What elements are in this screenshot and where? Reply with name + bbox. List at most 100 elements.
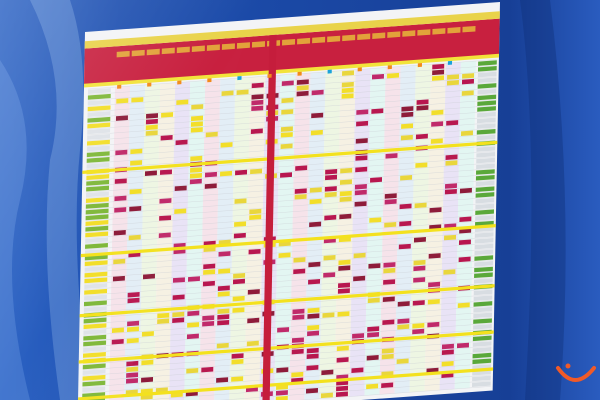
schedule-cell	[295, 165, 308, 171]
schedule-cell	[216, 377, 229, 383]
schedule-cell	[251, 94, 264, 100]
row-label-right	[474, 266, 493, 273]
schedule-cell	[447, 74, 460, 80]
schedule-cell	[337, 311, 350, 317]
row-label-right	[474, 260, 494, 267]
schedule-cell	[294, 188, 307, 194]
schedule-cell	[293, 268, 306, 275]
schedule-cell	[203, 269, 216, 275]
schedule-cell	[429, 207, 442, 213]
schedule-cell	[341, 93, 354, 99]
schedule-cell	[341, 81, 354, 88]
schedule-cell	[338, 259, 351, 266]
row-label-right	[476, 129, 496, 135]
schedule-cell	[336, 385, 349, 392]
row-line	[82, 357, 492, 388]
schedule-cell	[280, 172, 293, 178]
header-cell	[387, 31, 401, 38]
accent	[297, 71, 302, 76]
schedule-cell	[397, 318, 410, 324]
schedule-cell	[354, 201, 367, 207]
schedule-cell	[218, 268, 231, 274]
schedule-cell	[234, 198, 247, 204]
schedule-cell	[384, 199, 397, 205]
schedule-cell	[233, 272, 246, 279]
row-label-right	[478, 60, 497, 66]
row-label-right	[477, 88, 497, 95]
header-cell	[251, 41, 266, 48]
schedule-cell	[275, 390, 288, 396]
schedule-cell	[461, 90, 474, 96]
schedule-cell	[387, 72, 400, 79]
schedule-cell	[307, 330, 320, 337]
schedule-cell	[231, 353, 244, 359]
accent	[447, 60, 453, 65]
schedule-cell	[352, 333, 365, 339]
row-label-right	[475, 180, 495, 187]
schedule-cell	[385, 153, 398, 159]
row-label-right	[473, 289, 493, 296]
row-label-right	[472, 335, 492, 342]
schedule-cell	[236, 89, 249, 95]
schedule-cell	[141, 359, 154, 366]
schedule-cell	[280, 126, 293, 132]
schedule-cell	[203, 263, 216, 270]
row-label-right	[473, 324, 492, 330]
schedule-cell	[400, 134, 413, 141]
schedule-cell	[187, 310, 200, 317]
schedule-cell	[444, 234, 457, 241]
schedule-cell	[251, 82, 264, 89]
row-label-right	[476, 123, 496, 129]
schedule-cell	[366, 354, 379, 361]
schedule-cell	[325, 168, 338, 175]
schedule-cell	[339, 179, 352, 185]
row-label-right	[477, 71, 497, 78]
schedule-cell	[458, 256, 471, 263]
schedule-cell	[462, 73, 475, 79]
schedule-cell	[339, 213, 352, 220]
schedule-cell	[412, 300, 425, 306]
schedule-cell	[457, 302, 470, 309]
schedule-cell	[277, 327, 290, 333]
row-label-right	[477, 83, 497, 89]
row-label-right	[474, 232, 494, 238]
header-cell	[462, 25, 476, 33]
schedule-cell	[246, 340, 259, 347]
row-line	[82, 351, 492, 382]
row-label-right	[472, 358, 492, 365]
row-label-right	[473, 278, 493, 284]
schedule-cell	[296, 79, 309, 85]
yellow-separator	[79, 284, 495, 318]
schedule-cell	[415, 162, 428, 168]
schedule-cell	[369, 217, 382, 223]
schedule-cell	[186, 367, 199, 374]
schedule-cell	[383, 279, 396, 285]
schedule-cell	[232, 278, 245, 285]
row-line	[82, 340, 492, 371]
schedule-cell	[294, 194, 307, 200]
row-label-right	[474, 249, 494, 256]
row-label-right	[477, 77, 497, 84]
schedule-cell	[202, 315, 215, 321]
schedule-cell	[216, 342, 229, 349]
schedule-cell	[384, 221, 397, 228]
row-label-right	[473, 318, 492, 324]
row-label-right	[474, 238, 494, 244]
schedule-cell	[249, 208, 262, 215]
plastic-reflection	[0, 0, 260, 400]
row-line	[83, 305, 493, 336]
row-label-right	[472, 341, 492, 347]
yellow-separator	[78, 330, 494, 364]
row-label-right	[476, 134, 496, 141]
schedule-cell	[339, 190, 352, 197]
schedule-cell	[427, 298, 440, 305]
schedule-cell	[217, 308, 230, 314]
tarp-fold	[520, 0, 566, 400]
row-label-right	[471, 381, 491, 388]
schedule-cell	[308, 279, 321, 285]
schedule-cell	[202, 280, 215, 287]
header-cell	[432, 28, 446, 35]
row-label-right	[473, 295, 493, 301]
row-label-right	[476, 157, 495, 164]
